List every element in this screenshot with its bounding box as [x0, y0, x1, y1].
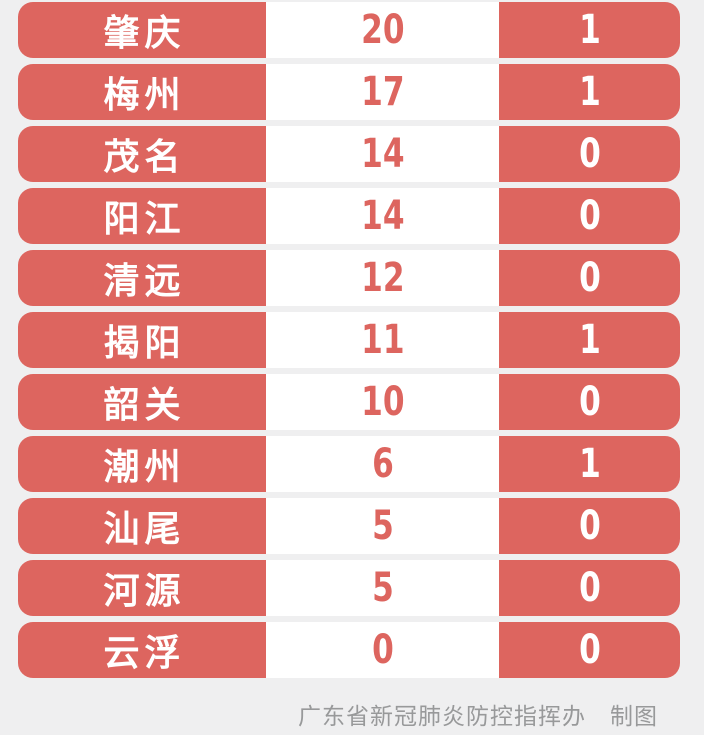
- secondary-count-value: 0: [578, 193, 601, 239]
- secondary-count-cell: 1: [499, 312, 680, 368]
- table-row: 茂名 14 0: [18, 126, 680, 182]
- secondary-count-value: 1: [578, 441, 601, 487]
- city-name-cell: 肇庆: [18, 2, 266, 58]
- table-row: 揭阳 11 1: [18, 312, 680, 368]
- secondary-count-cell: 0: [499, 498, 680, 554]
- table-row: 肇庆 20 1: [18, 2, 680, 58]
- secondary-count-value: 0: [578, 255, 601, 301]
- city-name-cell: 阳江: [18, 188, 266, 244]
- table-row: 阳江 14 0: [18, 188, 680, 244]
- city-name-cell: 潮州: [18, 436, 266, 492]
- secondary-count-value: 0: [578, 131, 601, 177]
- secondary-count-value: 0: [578, 565, 601, 611]
- secondary-count-cell: 1: [499, 64, 680, 120]
- secondary-count-cell: 0: [499, 622, 680, 678]
- secondary-count-value: 1: [578, 317, 601, 363]
- primary-count-value: 0: [371, 627, 394, 673]
- table-row: 韶关 10 0: [18, 374, 680, 430]
- secondary-count-value: 0: [578, 627, 601, 673]
- table-row: 梅州 17 1: [18, 64, 680, 120]
- secondary-count-cell: 0: [499, 126, 680, 182]
- primary-count-cell: 6: [266, 436, 499, 492]
- table-row: 清远 12 0: [18, 250, 680, 306]
- primary-count-value: 14: [360, 193, 405, 239]
- primary-count-value: 20: [360, 7, 405, 53]
- primary-count-value: 14: [360, 131, 405, 177]
- secondary-count-value: 1: [578, 69, 601, 115]
- secondary-count-value: 0: [578, 379, 601, 425]
- table-row: 汕尾 5 0: [18, 498, 680, 554]
- primary-count-value: 11: [360, 317, 405, 363]
- primary-count-cell: 5: [266, 560, 499, 616]
- secondary-count-cell: 0: [499, 374, 680, 430]
- primary-count-cell: 17: [266, 64, 499, 120]
- primary-count-value: 5: [371, 565, 394, 611]
- secondary-count-value: 1: [578, 7, 601, 53]
- secondary-count-cell: 0: [499, 560, 680, 616]
- secondary-count-cell: 0: [499, 250, 680, 306]
- table-row: 潮州 6 1: [18, 436, 680, 492]
- primary-count-cell: 0: [266, 622, 499, 678]
- primary-count-value: 6: [371, 441, 394, 487]
- primary-count-value: 12: [360, 255, 405, 301]
- city-stats-table: 肇庆 20 1 梅州 17 1 茂名 14 0 阳江 14 0: [18, 2, 680, 678]
- secondary-count-cell: 0: [499, 188, 680, 244]
- table-row: 河源 5 0: [18, 560, 680, 616]
- primary-count-cell: 10: [266, 374, 499, 430]
- city-name-cell: 茂名: [18, 126, 266, 182]
- primary-count-cell: 12: [266, 250, 499, 306]
- primary-count-value: 5: [371, 503, 394, 549]
- primary-count-cell: 14: [266, 188, 499, 244]
- secondary-count-value: 0: [578, 503, 601, 549]
- city-name-cell: 云浮: [18, 622, 266, 678]
- secondary-count-cell: 1: [499, 436, 680, 492]
- primary-count-cell: 20: [266, 2, 499, 58]
- source-credit: 广东省新冠肺炎防控指挥办 制图: [298, 704, 658, 730]
- primary-count-cell: 11: [266, 312, 499, 368]
- city-name-cell: 清远: [18, 250, 266, 306]
- city-name-cell: 揭阳: [18, 312, 266, 368]
- primary-count-value: 10: [360, 379, 405, 425]
- city-name-cell: 梅州: [18, 64, 266, 120]
- primary-count-value: 17: [360, 69, 405, 115]
- primary-count-cell: 14: [266, 126, 499, 182]
- primary-count-cell: 5: [266, 498, 499, 554]
- city-name-cell: 河源: [18, 560, 266, 616]
- table-row: 云浮 0 0: [18, 622, 680, 678]
- city-name-cell: 韶关: [18, 374, 266, 430]
- secondary-count-cell: 1: [499, 2, 680, 58]
- city-name-cell: 汕尾: [18, 498, 266, 554]
